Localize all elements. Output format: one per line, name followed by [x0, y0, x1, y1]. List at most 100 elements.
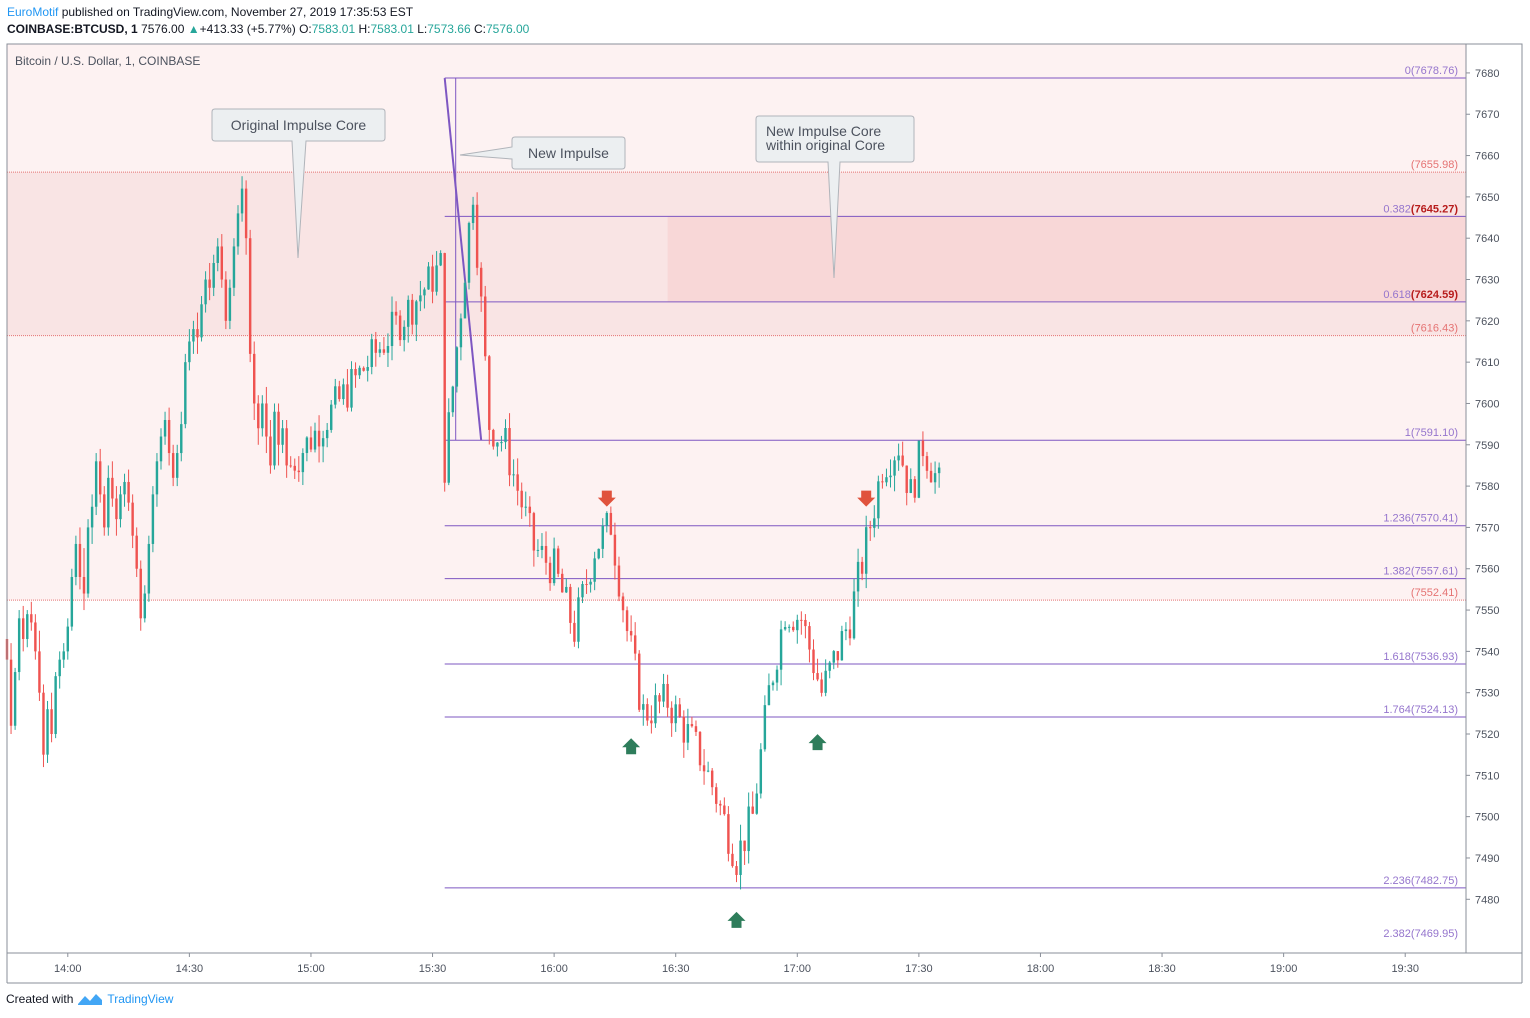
candle-body	[147, 543, 151, 594]
candle-body	[824, 670, 827, 693]
candle-body	[135, 535, 138, 569]
fib-level-label: 0(7678.76)	[1405, 65, 1458, 77]
candle-body	[828, 662, 831, 671]
tradingview-brand-link[interactable]: TradingView	[107, 992, 174, 1006]
candle-body	[297, 470, 301, 473]
candle-body	[390, 311, 394, 347]
candle-body	[629, 631, 633, 636]
candle-body	[715, 787, 718, 804]
candle-body	[877, 481, 880, 519]
candle-body	[812, 649, 815, 674]
candle-body	[188, 341, 191, 363]
candle-body	[467, 223, 471, 283]
candle-body	[609, 512, 613, 535]
candle-body	[261, 403, 264, 429]
candle-body	[589, 581, 592, 585]
candle-body	[159, 436, 163, 462]
price-change: +413.33 (+5.77%)	[199, 22, 296, 36]
candle-body	[577, 597, 580, 642]
fib-level-label: 0.618(7624.59)	[1383, 289, 1458, 301]
buy-arrow-icon	[727, 911, 746, 928]
candle-body	[905, 465, 908, 493]
candle-body	[82, 577, 86, 594]
candle-body	[382, 349, 386, 353]
price-tick-label: 7530	[1475, 688, 1499, 700]
candle-body	[427, 266, 430, 290]
price-tick-label: 7560	[1475, 564, 1499, 576]
candle-body	[411, 299, 414, 325]
price-tick-label: 7590	[1475, 440, 1499, 452]
candle-body	[832, 651, 835, 663]
price-tick-label: 7680	[1475, 68, 1499, 80]
candle-body	[625, 610, 629, 632]
candle-body	[163, 419, 167, 437]
price-tick-label: 7610	[1475, 357, 1499, 369]
publish-line: EuroMotif published on TradingView.com, …	[7, 4, 529, 21]
candle-body	[111, 477, 114, 499]
candle-body	[544, 545, 548, 563]
fib-level-label: 0.382(7645.27)	[1383, 203, 1458, 215]
candle-body	[139, 568, 142, 619]
time-tick-label: 18:30	[1148, 963, 1176, 975]
candle-body	[860, 561, 864, 574]
fib-level-label: 2.236(7482.75)	[1383, 875, 1458, 887]
price-tick-label: 7620	[1475, 316, 1499, 328]
candle-body	[654, 695, 657, 724]
candle-body	[836, 651, 840, 661]
candle-body	[666, 683, 669, 708]
candle-body	[220, 246, 224, 280]
candle-body	[50, 709, 53, 735]
candle-body	[735, 866, 738, 875]
candle-body	[285, 428, 288, 466]
fib-level-label: 1.382(7557.61)	[1383, 566, 1458, 578]
candle-body	[374, 339, 378, 353]
candle-body	[21, 618, 25, 639]
candle-body	[881, 481, 884, 483]
candle-body	[593, 558, 596, 582]
fib-level-label: 1.764(7524.13)	[1383, 704, 1458, 716]
candle-body	[38, 651, 41, 693]
time-tick-label: 17:00	[784, 963, 812, 975]
candle-body	[350, 369, 353, 408]
candle-body	[334, 386, 337, 405]
candle-body	[338, 386, 341, 400]
candle-body	[184, 362, 187, 425]
publisher-link[interactable]: EuroMotif	[7, 5, 59, 19]
candle-body	[167, 419, 171, 454]
candle-body	[783, 627, 787, 630]
candle-body	[362, 367, 365, 371]
low-value: 7573.66	[427, 22, 471, 36]
candle-body	[848, 629, 852, 639]
candle-body	[694, 726, 698, 732]
fib-level-label: 1(7591.10)	[1405, 427, 1458, 439]
candle-body	[581, 584, 584, 598]
candle-body	[176, 453, 179, 478]
callout-new-impulse-core-text: within original Core	[765, 137, 885, 153]
low-label: L:	[417, 22, 428, 36]
candle-body	[115, 498, 118, 520]
candle-body	[767, 685, 771, 706]
candle-body	[779, 629, 783, 670]
candle-body	[638, 653, 641, 710]
close-label: C:	[473, 22, 486, 36]
candle-body	[301, 453, 305, 473]
candle-body	[816, 673, 819, 680]
callout-new-impulse-box	[459, 136, 626, 170]
candle-body	[642, 704, 645, 710]
candle-body	[516, 474, 519, 491]
candle-body	[281, 428, 284, 445]
candle-body	[200, 304, 203, 338]
price-tick-label: 7550	[1475, 605, 1499, 617]
candle-body	[236, 213, 240, 247]
change-arrow-icon: ▲	[187, 22, 200, 36]
candle-body	[719, 803, 722, 806]
candle-body	[601, 525, 604, 549]
candle-body	[402, 326, 406, 341]
fibonacci-layer: 0(7678.76) 0.382(7645.27) 0.618(7624.59) 1(…	[443, 65, 1466, 940]
footer: Created with TradingView	[6, 992, 173, 1006]
price-tick-label: 7500	[1475, 812, 1499, 824]
candle-body	[520, 490, 523, 508]
candle-body	[662, 683, 665, 702]
candle-body	[232, 246, 236, 288]
